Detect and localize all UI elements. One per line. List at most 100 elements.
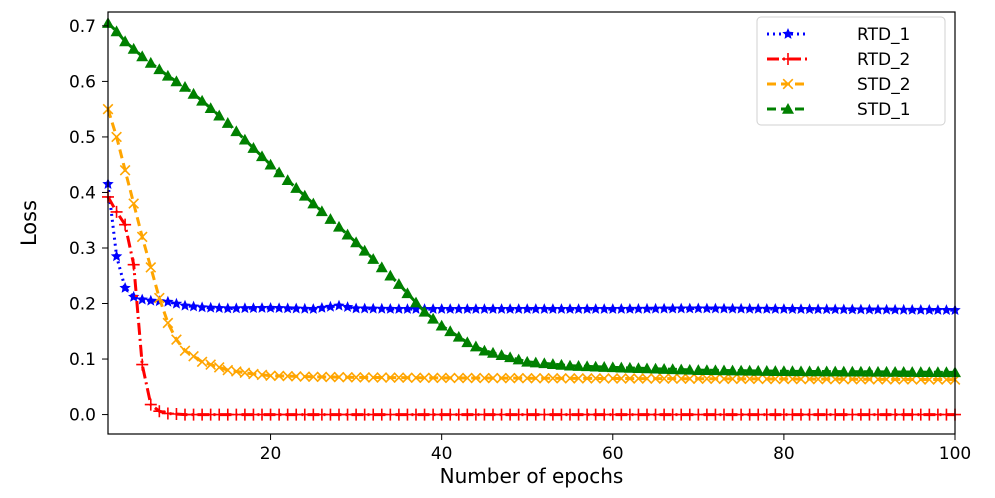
star-marker: [607, 303, 619, 314]
x-tick-label: 20: [260, 444, 282, 464]
triangle-marker: [700, 364, 713, 376]
y-axis-label: Loss: [17, 200, 41, 246]
y-tick-label: 0.2: [69, 295, 96, 315]
series-std-1: [102, 17, 961, 378]
star-marker: [572, 303, 585, 314]
star-marker: [923, 304, 935, 315]
star-marker: [752, 302, 764, 314]
star-marker: [641, 302, 653, 314]
legend-entry-std-1: STD_1: [767, 100, 911, 120]
star-marker: [667, 302, 679, 314]
triangle-marker: [572, 360, 585, 371]
star-marker: [205, 301, 217, 313]
triangle-marker: [735, 364, 748, 376]
triangle-marker: [914, 366, 927, 377]
x-marker: [444, 372, 456, 384]
triangle-marker: [196, 94, 209, 106]
star-marker: [290, 302, 302, 314]
y-tick-label: 0.0: [69, 406, 96, 426]
star-marker: [128, 290, 140, 302]
star-marker: [119, 282, 131, 293]
x-marker: [359, 372, 371, 383]
triangle-marker: [666, 363, 679, 375]
triangle-marker: [119, 35, 132, 47]
triangle-marker: [350, 236, 363, 248]
star-marker: [812, 303, 824, 315]
star-marker: [136, 293, 148, 305]
triangle-marker: [760, 365, 773, 376]
star-marker: [649, 302, 662, 314]
triangle-marker: [341, 228, 354, 240]
star-marker: [709, 302, 722, 314]
x-marker: [171, 334, 182, 345]
triangle-marker: [187, 87, 200, 99]
star-marker: [478, 303, 491, 314]
triangle-marker: [880, 365, 893, 377]
triangle-marker: [675, 363, 688, 375]
plus-marker: [119, 218, 132, 231]
triangle-marker: [281, 174, 294, 186]
star-marker: [675, 302, 687, 314]
triangle-marker: [427, 312, 440, 324]
star-marker: [530, 303, 542, 314]
x-marker: [684, 373, 696, 385]
triangle-marker: [692, 364, 705, 375]
legend-label: RTD_1: [857, 25, 910, 45]
star-marker: [470, 303, 482, 314]
star-marker: [624, 303, 636, 314]
star-marker: [782, 28, 794, 39]
x-marker: [436, 372, 448, 384]
legend-entry-std-2: STD_2: [767, 75, 911, 95]
x-marker: [273, 370, 285, 382]
x-marker: [299, 371, 311, 382]
star-marker: [692, 302, 704, 314]
star-marker: [786, 303, 799, 314]
star-marker: [718, 302, 730, 314]
x-tick-label: 80: [773, 444, 795, 464]
x-marker: [290, 370, 302, 382]
triangle-marker: [444, 325, 457, 337]
x-marker: [350, 371, 362, 383]
x-marker: [487, 372, 499, 384]
triangle-marker: [641, 362, 653, 374]
triangle-marker: [726, 364, 739, 376]
x-tick-label: 40: [431, 444, 453, 464]
triangle-marker: [478, 344, 491, 356]
x-marker: [213, 362, 225, 373]
triangle-marker: [221, 117, 234, 128]
plus-marker: [144, 398, 157, 411]
star-marker: [632, 302, 645, 314]
x-marker: [367, 372, 379, 383]
triangle-marker: [375, 261, 388, 273]
x-marker: [479, 372, 490, 384]
star-marker: [547, 303, 559, 314]
x-marker: [564, 372, 576, 384]
triangle-marker: [401, 287, 414, 299]
triangle-marker: [452, 330, 465, 342]
star-marker: [872, 303, 884, 315]
star-marker: [384, 303, 396, 314]
triangle-marker: [315, 205, 328, 217]
x-marker: [547, 372, 559, 384]
triangle-marker: [392, 278, 405, 289]
triangle-marker: [144, 56, 157, 68]
x-marker: [307, 371, 319, 383]
x-marker: [735, 373, 747, 385]
triangle-marker: [872, 365, 884, 377]
star-marker: [427, 303, 439, 314]
x-marker: [667, 373, 679, 385]
x-marker: [342, 371, 353, 383]
star-marker: [461, 303, 473, 314]
series-rtd-2: [102, 190, 961, 421]
triangle-marker: [179, 80, 191, 92]
series-line: [106, 183, 956, 312]
triangle-marker: [606, 361, 619, 373]
triangle-marker: [247, 142, 260, 153]
triangle-marker: [786, 365, 799, 377]
x-marker: [419, 372, 430, 384]
y-tick-label: 0.4: [69, 183, 96, 203]
triangle-marker: [632, 362, 645, 374]
x-marker: [384, 372, 396, 383]
triangle-marker: [264, 158, 277, 170]
x-marker: [179, 345, 191, 357]
